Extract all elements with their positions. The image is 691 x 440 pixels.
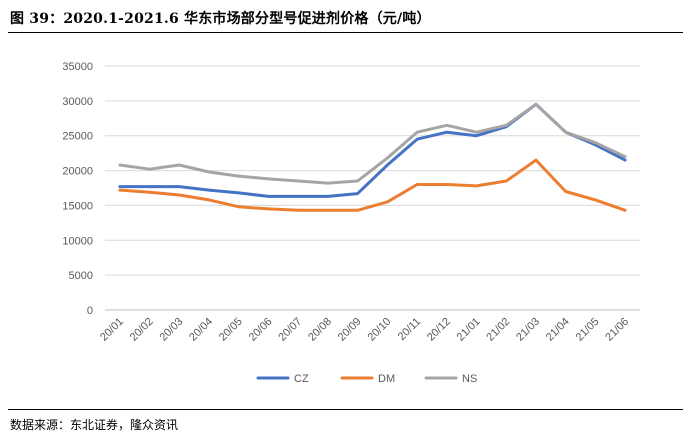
source-note: 数据来源：东北证券，隆众资讯 [10, 418, 179, 432]
x-tick-label: 20/09 [336, 316, 364, 344]
x-tick-label: 20/10 [366, 316, 394, 344]
x-tick-label: 20/08 [306, 316, 334, 344]
source-rule [8, 409, 683, 410]
y-tick-label: 0 [87, 305, 93, 317]
series-line-dm [118, 158, 627, 212]
legend: CZ DM NS [256, 373, 477, 385]
series-lines [118, 102, 627, 212]
y-axis-ticks: 0 5000 10000 15000 20000 25000 30000 35000 [62, 61, 93, 317]
title-rule [8, 32, 683, 33]
x-tick-label: 21/05 [574, 316, 602, 344]
y-tick-label: 15000 [62, 200, 93, 212]
line-chart: 0 5000 10000 15000 20000 25000 30000 35000 20/0… [62, 61, 640, 385]
x-axis-ticks: 20/01 20/02 20/03 20/04 20/05 20/06 20/07 20/08… [98, 316, 631, 344]
x-tick-label: 21/01 [455, 316, 483, 344]
x-tick-label: 20/04 [187, 316, 215, 344]
x-tick-label: 20/06 [247, 316, 275, 344]
x-tick-label: 20/05 [217, 316, 245, 344]
x-tick-label: 21/02 [484, 316, 512, 344]
x-tick-label: 20/02 [128, 316, 156, 344]
figure-title: 图 39：2020.1-2021.6 华东市场部分型号促进剂价格（元/吨） [10, 11, 431, 27]
x-tick-label: 20/07 [276, 316, 304, 344]
x-tick-label: 20/12 [425, 316, 453, 344]
y-tick-label: 30000 [62, 96, 93, 108]
x-tick-label: 20/03 [157, 316, 185, 344]
x-tick-label: 21/03 [514, 316, 542, 344]
series-line-ns [118, 102, 627, 185]
x-tick-label: 21/06 [603, 316, 631, 344]
x-tick-label: 20/01 [98, 316, 126, 344]
y-tick-label: 20000 [62, 166, 93, 178]
y-tick-label: 10000 [62, 235, 93, 247]
y-tick-label: 25000 [62, 131, 93, 143]
legend-label-cz: CZ [294, 373, 309, 385]
x-tick-label: 20/11 [396, 316, 423, 343]
y-tick-label: 5000 [69, 270, 93, 282]
x-tick-label: 21/04 [544, 316, 572, 344]
y-tick-label: 35000 [62, 61, 93, 73]
legend-label-ns: NS [462, 373, 477, 385]
legend-label-dm: DM [378, 373, 395, 385]
